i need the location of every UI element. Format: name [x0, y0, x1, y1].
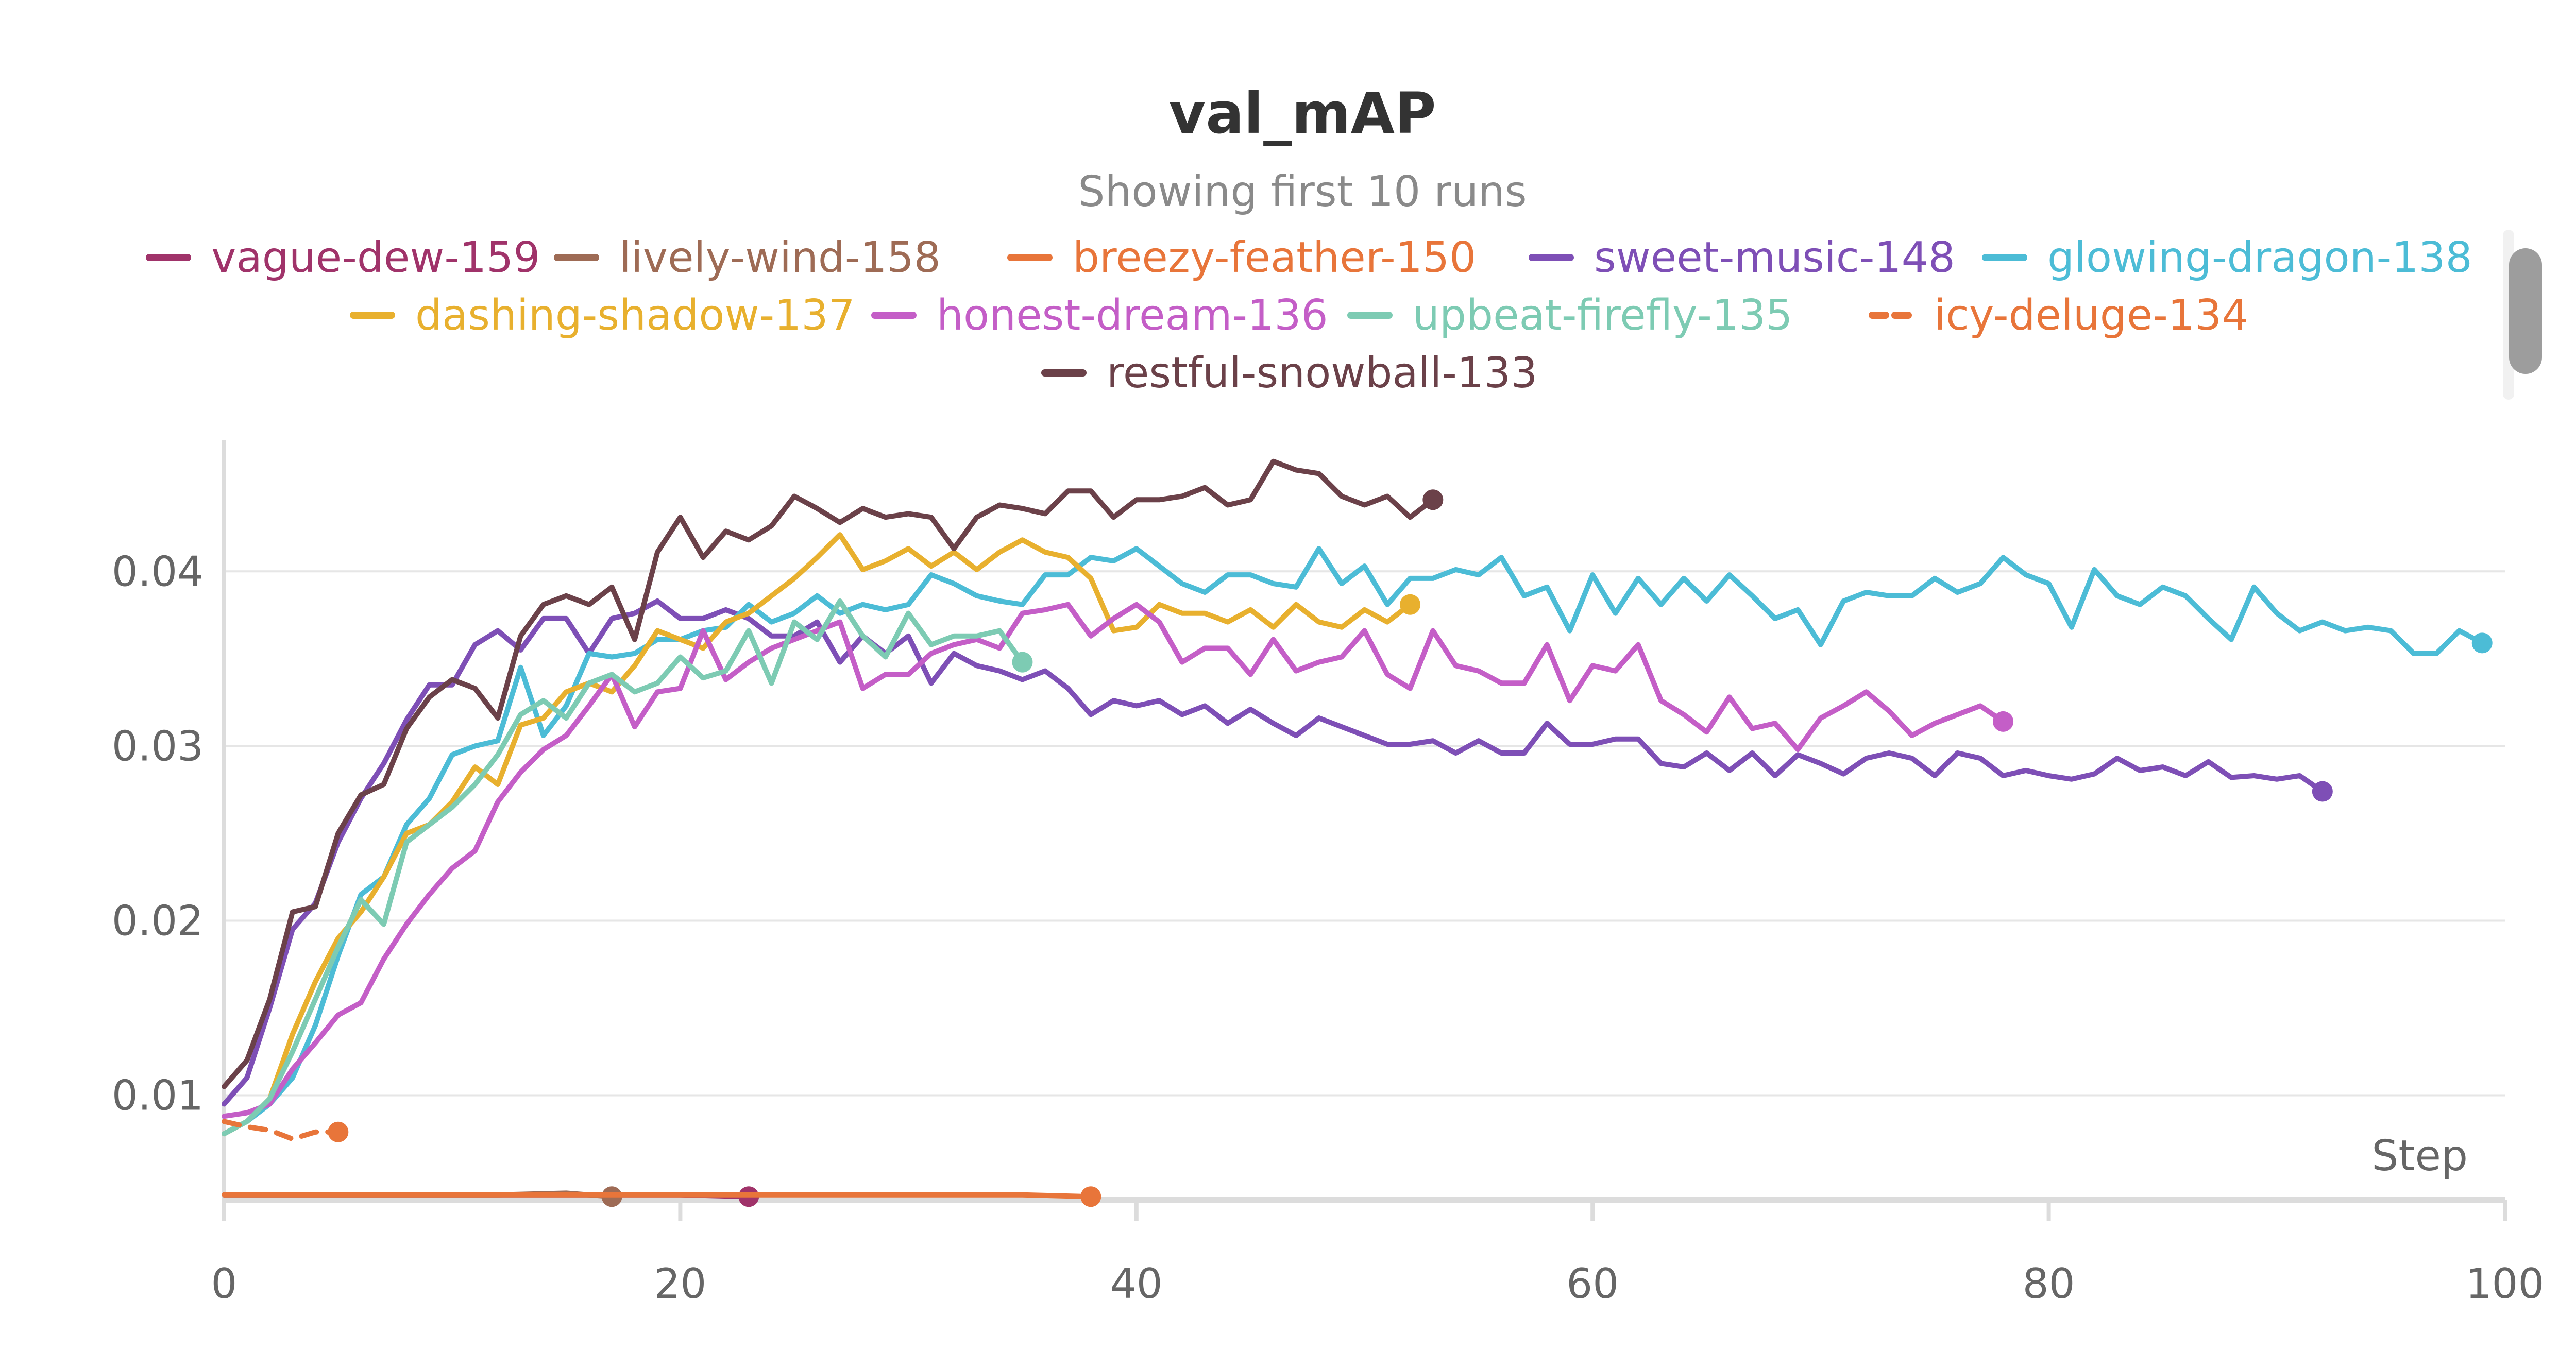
series-line-upbeat-firefly-135[interactable] — [222, 598, 1025, 1137]
legend-item-dashing-shadow-137[interactable]: dashing-shadow-137 — [350, 291, 855, 340]
series-line-sweet-music-148[interactable] — [222, 598, 2325, 1107]
legend-item-vague-dew-159[interactable]: vague-dew-159 — [146, 233, 540, 282]
x-axis-label: Step — [2371, 1132, 2468, 1181]
series-line-restful-snowball-133[interactable] — [222, 458, 1436, 1089]
series-endpoint-upbeat-firefly-135[interactable] — [1012, 652, 1033, 673]
legend-label: icy-deluge-134 — [1934, 291, 2248, 340]
chart-title: val_mAP — [1168, 80, 1436, 146]
legend-label: honest-dream-136 — [937, 291, 1328, 340]
y-tick-label: 0.04 — [112, 548, 204, 595]
x-tick-label: 40 — [1110, 1260, 1163, 1308]
x-tick-label: 80 — [2023, 1260, 2075, 1308]
legend-item-breezy-feather-150[interactable]: breezy-feather-150 — [1007, 233, 1476, 282]
series-endpoint-honest-dream-136[interactable] — [1993, 711, 2014, 732]
series-lines — [222, 458, 2493, 1207]
series-line-glowing-dragon-138[interactable] — [222, 546, 2485, 1137]
legend-item-glowing-dragon-138[interactable]: glowing-dragon-138 — [1982, 233, 2472, 282]
legend-label: glowing-dragon-138 — [2047, 233, 2472, 282]
y-tick-label: 0.01 — [112, 1072, 204, 1120]
x-tick-label: 0 — [211, 1260, 238, 1308]
legend-label: restful-snowball-133 — [1107, 349, 1537, 398]
series-endpoint-glowing-dragon-138[interactable] — [2471, 632, 2493, 654]
legend-item-icy-deluge-134[interactable]: icy-deluge-134 — [1869, 291, 2248, 340]
legend-label: vague-dew-159 — [211, 233, 540, 282]
legend-label: breezy-feather-150 — [1073, 233, 1476, 282]
legend-item-restful-snowball-133[interactable]: restful-snowball-133 — [1041, 349, 1537, 398]
axes: 0.01 0.02 0.03 0.04 0 20 40 60 80 100 — [112, 440, 2544, 1308]
scrollbar-thumb[interactable] — [2509, 248, 2542, 374]
series-line-breezy-feather-150[interactable] — [222, 1192, 1094, 1200]
series-endpoint-dashing-shadow-137[interactable] — [1400, 594, 1421, 615]
x-tick-label: 60 — [1566, 1260, 1619, 1308]
legend-label: sweet-music-148 — [1594, 233, 1955, 282]
legend-item-sweet-music-148[interactable]: sweet-music-148 — [1529, 233, 1955, 282]
y-tick-label: 0.02 — [112, 897, 204, 945]
x-tick-label: 100 — [2466, 1260, 2545, 1308]
series-line-honest-dream-136[interactable] — [222, 602, 2006, 1119]
legend-item-upbeat-firefly-135[interactable]: upbeat-firefly-135 — [1347, 291, 1792, 340]
legend-item-lively-wind-158[interactable]: lively-wind-158 — [554, 233, 941, 282]
legend-scrollbar[interactable] — [2503, 230, 2542, 400]
legend-label: dashing-shadow-137 — [415, 291, 855, 340]
grid — [224, 570, 2505, 1097]
legend[interactable]: vague-dew-159 lively-wind-158 breezy-feath… — [146, 233, 2472, 398]
chart-subtitle: Showing first 10 runs — [1078, 167, 1527, 216]
x-tick-label: 20 — [654, 1260, 707, 1308]
legend-item-honest-dream-136[interactable]: honest-dream-136 — [871, 291, 1328, 340]
series-line-icy-deluge-134[interactable] — [222, 1119, 341, 1142]
y-tick-label: 0.03 — [112, 722, 204, 770]
series-endpoint-breezy-feather-150[interactable] — [1080, 1186, 1101, 1207]
series-endpoint-icy-deluge-134[interactable] — [328, 1121, 349, 1142]
legend-label: upbeat-firefly-135 — [1413, 291, 1792, 340]
series-endpoint-restful-snowball-133[interactable] — [1422, 489, 1444, 510]
legend-label: lively-wind-158 — [619, 233, 941, 282]
series-endpoint-sweet-music-148[interactable] — [2312, 781, 2333, 802]
